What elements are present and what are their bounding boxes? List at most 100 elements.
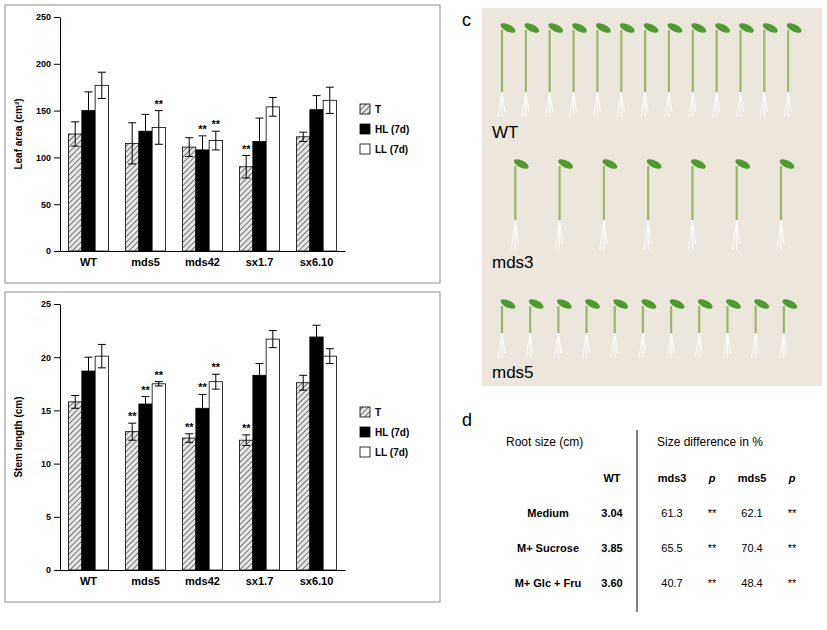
x-tick-label: mds42 bbox=[185, 575, 220, 587]
significance-label: ** bbox=[128, 410, 137, 422]
y-tick-label: 50 bbox=[41, 200, 51, 210]
y-tick-mark bbox=[54, 17, 60, 18]
seedling-stem bbox=[596, 30, 598, 92]
x-tick: sx6.10 bbox=[300, 251, 334, 268]
bar bbox=[266, 339, 279, 570]
seedling-leaf bbox=[595, 21, 612, 34]
legend-label: T bbox=[375, 104, 381, 115]
x-tick-label: mds5 bbox=[131, 256, 160, 268]
panel-letter: d bbox=[462, 410, 472, 430]
x-tick: mds5 bbox=[131, 251, 160, 268]
seedling-leaf bbox=[753, 297, 770, 310]
y-tick-mark bbox=[54, 204, 60, 205]
seedling-leaf bbox=[601, 157, 618, 170]
table-column-head: p bbox=[708, 472, 716, 484]
y-tick-label: 15 bbox=[41, 406, 51, 416]
table-panel: dRoot size (cm)Size difference in %WTmds… bbox=[462, 410, 797, 612]
y-tick-label: 10 bbox=[41, 459, 51, 469]
bar bbox=[183, 147, 196, 251]
table-cell: 40.7 bbox=[661, 577, 682, 589]
seedling-stem bbox=[614, 306, 616, 333]
photo-label: mds5 bbox=[492, 363, 534, 382]
error-bar bbox=[71, 122, 79, 146]
error-bar-path bbox=[326, 349, 334, 364]
bar bbox=[310, 337, 323, 570]
y-axis-line bbox=[60, 18, 61, 252]
y-tick: 0 bbox=[46, 246, 60, 256]
y-tick: 5 bbox=[46, 512, 60, 522]
seedling-root bbox=[554, 333, 561, 358]
seedling-stem bbox=[644, 30, 646, 92]
seedling-stem bbox=[763, 30, 765, 92]
bar bbox=[253, 375, 266, 570]
significance-labels: ************** bbox=[128, 361, 251, 434]
error-bar-path bbox=[313, 96, 321, 124]
seedling-leaf bbox=[612, 297, 629, 310]
y-tick-label: 25 bbox=[41, 299, 51, 309]
chart-panel: **************0510152025WTmds5mds42sx1.7… bbox=[5, 292, 440, 602]
bar bbox=[126, 432, 139, 570]
error-bar-path bbox=[199, 394, 207, 422]
seedling-leaf bbox=[785, 21, 802, 34]
y-tick: 25 bbox=[41, 299, 60, 309]
seedling-leaf bbox=[778, 157, 795, 170]
seedling-root bbox=[733, 220, 740, 250]
error-bar-path bbox=[128, 423, 136, 440]
x-tick: sx6.10 bbox=[300, 570, 334, 587]
error-bar bbox=[212, 131, 220, 150]
seedling-leaf bbox=[734, 157, 751, 170]
y-tick-mark bbox=[54, 464, 60, 465]
y-tick-mark bbox=[54, 357, 60, 358]
seedling-root bbox=[688, 220, 695, 250]
seedling-leaf bbox=[645, 157, 662, 170]
seedling-root bbox=[713, 92, 720, 117]
table-cell: ** bbox=[788, 542, 797, 554]
error-bar-path bbox=[299, 375, 307, 390]
error-bar-path bbox=[128, 123, 136, 164]
seedling-leaf bbox=[642, 21, 659, 34]
significance-label: ** bbox=[212, 118, 221, 130]
bar bbox=[323, 100, 336, 251]
legend-label: HL (7d) bbox=[375, 427, 409, 438]
seedling-stem bbox=[558, 166, 560, 220]
table-cell: 62.1 bbox=[741, 507, 762, 519]
error-bar-path bbox=[142, 397, 150, 412]
bar bbox=[297, 383, 310, 570]
error-bar-path bbox=[155, 111, 163, 145]
bar bbox=[323, 356, 336, 570]
x-tick: WT bbox=[80, 251, 97, 268]
chart-panel: ********050100150200250WTmds5mds42sx1.7s… bbox=[5, 5, 440, 283]
error-bar bbox=[185, 434, 193, 443]
table-cell: 48.4 bbox=[741, 577, 762, 589]
figure: ********050100150200250WTmds5mds42sx1.7s… bbox=[0, 0, 827, 630]
plot-area bbox=[69, 72, 337, 251]
seedling-root bbox=[600, 220, 607, 250]
bar bbox=[95, 85, 108, 251]
x-axis: WTmds5mds42sx1.7sx6.10 bbox=[61, 251, 346, 268]
seedling-root bbox=[752, 333, 759, 358]
error-bar-path bbox=[142, 114, 150, 148]
table-cell: 61.3 bbox=[661, 507, 682, 519]
bar bbox=[183, 438, 196, 570]
x-axis-line bbox=[61, 251, 346, 252]
seedling-leaf bbox=[738, 21, 755, 34]
y-tick-label: 250 bbox=[36, 12, 51, 22]
seedlings bbox=[498, 21, 803, 358]
seedling-stem bbox=[529, 306, 531, 333]
seedling-stem bbox=[783, 306, 785, 333]
bar bbox=[69, 402, 82, 570]
table-header: Root size (cm) bbox=[506, 435, 583, 449]
seedling-root bbox=[546, 92, 553, 117]
legend-swatch bbox=[360, 144, 370, 154]
seedling-stem bbox=[726, 306, 728, 333]
error-bar bbox=[199, 394, 207, 422]
error-bar-path bbox=[269, 331, 277, 348]
table-column-head: mds5 bbox=[738, 472, 767, 484]
seedling-leaf bbox=[556, 297, 573, 310]
x-tick: mds42 bbox=[185, 251, 220, 268]
table-column-head: WT bbox=[603, 472, 620, 484]
error-bar bbox=[98, 72, 106, 98]
bar bbox=[82, 111, 95, 251]
seedling-stem bbox=[501, 30, 503, 92]
seedling-leaf bbox=[619, 21, 636, 34]
